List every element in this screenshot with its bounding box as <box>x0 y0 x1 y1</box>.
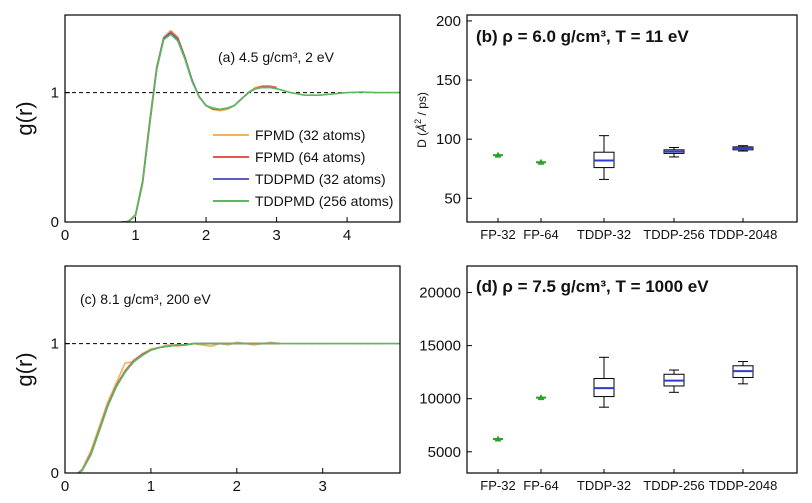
y-tick-label: 10000 <box>419 391 461 408</box>
panel-d-frame <box>466 265 798 474</box>
x-tick-label: 0 <box>61 227 69 244</box>
y-tick-label: 100 <box>436 131 461 148</box>
panel-a-series <box>65 29 400 222</box>
panel-c-frame <box>64 265 401 474</box>
x-tick-label: TDDP-2048 <box>709 478 778 493</box>
x-tick-label: 3 <box>319 478 327 495</box>
panel-a-gr-plot: 0 1 2 3 4 0 1 g(r) (a) 4.5 g/cm³, 2 eV FPMD (32… <box>12 14 401 244</box>
y-tick-label: 15000 <box>419 338 461 355</box>
panel-b-ylabel-suffix: / ps) <box>415 92 429 119</box>
y-tick-label: 20000 <box>419 285 461 302</box>
panel-b-ylabel-symbol: Å <box>414 124 429 133</box>
panel-b-ylabel: D (Å2 / ps) <box>413 92 429 148</box>
panel-a-annotation: (a) 4.5 g/cm³, 2 eV <box>218 49 335 65</box>
x-tick-label: 2 <box>202 227 210 244</box>
y-axis-label: g(r) <box>12 101 37 135</box>
x-tick-label: 4 <box>343 227 351 244</box>
panel-b-ylabel-prefix: D <box>415 139 429 148</box>
panel-b-ylabel-open-paren: ( <box>415 132 429 139</box>
value-marker <box>537 158 545 165</box>
series-line-1 <box>77 342 280 473</box>
series-line-0 <box>77 341 280 473</box>
panel-b-box-plot: 50 100 150 200 FP-32 FP-64 TDDP-32 TDDP-256 TDDP… <box>413 13 798 242</box>
panel-c-gr-plot: 0 1 2 3 0 1 g(r) (c) 8.1 g/cm³, 200 eV <box>12 265 401 495</box>
panel-b-frame <box>466 14 798 223</box>
x-tick-label: TDDP-32 <box>577 227 631 242</box>
y-tick-label: 0 <box>51 465 59 482</box>
panel-b-ylabel-exp: 2 <box>413 119 423 124</box>
y-axis-label: g(r) <box>12 352 37 386</box>
x-tick-label: 2 <box>233 478 241 495</box>
series-line-3 <box>121 33 400 222</box>
value-marker <box>494 151 502 158</box>
legend-label: FPMD (64 atoms) <box>255 149 365 165</box>
y-tick-label: 0 <box>51 214 59 231</box>
panel-a-axes: 0 1 2 3 4 0 1 g(r) <box>12 85 351 244</box>
x-tick-label: 1 <box>147 478 155 495</box>
x-tick-label: FP-32 <box>480 478 515 493</box>
series-line-2 <box>77 342 280 473</box>
series-line-3 <box>77 342 400 473</box>
x-tick-label: FP-64 <box>523 478 558 493</box>
panel-c-annotation: (c) 8.1 g/cm³, 200 eV <box>80 291 211 307</box>
legend-label: FPMD (32 atoms) <box>255 127 365 143</box>
y-tick-label: 200 <box>436 13 461 30</box>
y-tick-label: 5000 <box>428 444 461 461</box>
panel-a-frame <box>64 14 401 223</box>
legend-label: TDDPMD (256 atoms) <box>255 193 393 209</box>
panel-d-axes-and-boxes: 5000 10000 15000 20000 FP-32 FP-64 TDDP-32 TDDP… <box>419 285 777 493</box>
y-tick-label: 1 <box>51 85 59 102</box>
value-marker <box>537 394 545 401</box>
x-tick-label: 3 <box>272 227 280 244</box>
y-tick-label: 50 <box>444 190 461 207</box>
x-tick-label: 1 <box>131 227 139 244</box>
x-tick-label: TDDP-2048 <box>709 227 778 242</box>
x-tick-label: 0 <box>61 478 69 495</box>
legend-label: TDDPMD (32 atoms) <box>255 171 386 187</box>
x-tick-label: FP-32 <box>480 227 515 242</box>
value-marker <box>494 435 502 442</box>
panel-d-title: (d) ρ = 7.5 g/cm³, T = 1000 eV <box>476 277 709 296</box>
x-tick-label: TDDP-256 <box>643 227 704 242</box>
panel-b-title: (b) ρ = 6.0 g/cm³, T = 11 eV <box>476 27 689 46</box>
x-tick-label: TDDP-256 <box>643 478 704 493</box>
panel-c-axes: 0 1 2 3 0 1 g(r) <box>12 336 327 495</box>
y-tick-label: 150 <box>436 72 461 89</box>
x-tick-label: TDDP-32 <box>577 478 631 493</box>
panel-a-legend: FPMD (32 atoms) FPMD (64 atoms) TDDPMD (32… <box>213 127 393 209</box>
panel-d-box-plot: 5000 10000 15000 20000 FP-32 FP-64 TDDP-32 TDDP… <box>419 265 798 493</box>
x-tick-label: FP-64 <box>523 227 558 242</box>
panel-b-axes-and-boxes: 50 100 150 200 FP-32 FP-64 TDDP-32 TDDP-256 TDDP… <box>436 13 777 242</box>
y-tick-label: 1 <box>51 336 59 353</box>
panel-c-series <box>65 341 400 473</box>
